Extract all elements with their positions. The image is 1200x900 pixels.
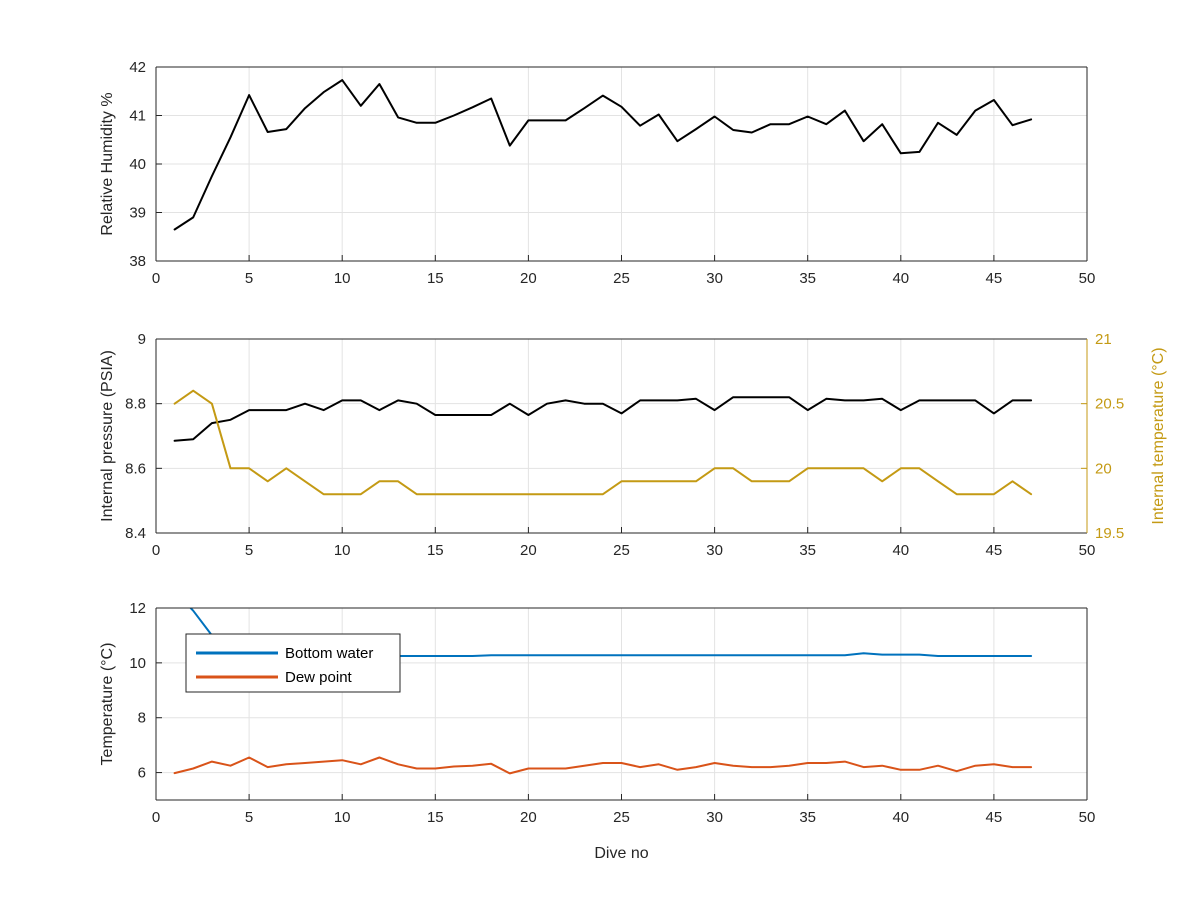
x-tick-label: 5 — [245, 542, 253, 559]
x-tick-label: 35 — [799, 542, 816, 559]
x-tick-label: 15 — [427, 542, 444, 559]
y-tick-label: 8.4 — [125, 525, 146, 542]
x-tick-label: 25 — [613, 270, 630, 287]
y-axis-label: Internal pressure (PSIA) — [99, 350, 116, 522]
x-tick-label: 45 — [986, 270, 1003, 287]
series-line-1 — [173, 79, 1033, 231]
y-right-tick-label: 19.5 — [1095, 525, 1124, 542]
y-right-tick-label: 21 — [1095, 331, 1112, 348]
series-line-dew-point — [173, 756, 1033, 775]
y-tick-label: 12 — [129, 600, 146, 617]
y-tick-label: 8 — [138, 710, 146, 727]
series-group — [173, 389, 1033, 496]
x-tick-label: 5 — [245, 270, 253, 287]
y-tick-label: 38 — [129, 253, 146, 270]
y-tick-label: 8.6 — [125, 460, 146, 477]
y-axis-label-right: Internal temperature (°C) — [1150, 347, 1167, 524]
x-tick-label: 15 — [427, 809, 444, 826]
x-tick-label: 15 — [427, 270, 444, 287]
series-line-1 — [173, 396, 1033, 442]
y-tick-label: 9 — [138, 331, 146, 348]
x-tick-label: 30 — [706, 270, 723, 287]
x-tick-label: 35 — [799, 270, 816, 287]
x-tick-label: 0 — [152, 270, 160, 287]
legend-label: Bottom water — [285, 645, 373, 662]
y-tick-label: 39 — [129, 205, 146, 222]
x-tick-label: 5 — [245, 809, 253, 826]
x-tick-label: 40 — [892, 542, 909, 559]
x-tick-label: 50 — [1079, 270, 1096, 287]
chart-panel-3: 0 5 10 15 20 25 30 35 40 45 50 6 8 10 12 Temperature (°… — [99, 600, 1096, 862]
y-right-tick-label: 20.5 — [1095, 396, 1124, 413]
x-tick-label: 10 — [334, 809, 351, 826]
y-tick-label: 6 — [138, 765, 146, 782]
x-axis-label: Dive no — [594, 845, 648, 862]
y-tick-label: 40 — [129, 156, 146, 173]
x-tick-label: 35 — [799, 809, 816, 826]
x-tick-label: 25 — [613, 809, 630, 826]
y-axis-label: Relative Humidity % — [99, 92, 116, 235]
legend-box — [185, 633, 401, 693]
chart-panel-2: 0 5 10 15 20 25 30 35 40 45 50 8.4 8.6 8.8 9 19.5 20 20.5… — [99, 331, 1167, 559]
x-tick-label: 20 — [520, 270, 537, 287]
y-tick-label: 41 — [129, 108, 146, 125]
x-tick-label: 50 — [1079, 542, 1096, 559]
x-tick-label: 30 — [706, 809, 723, 826]
x-tick-label: 10 — [334, 270, 351, 287]
x-tick-label: 20 — [520, 809, 537, 826]
x-tick-label: 25 — [613, 542, 630, 559]
chart-panel-1: 0 5 10 15 20 25 30 35 40 45 50 38 39 40 41 42 Relative H… — [99, 59, 1095, 287]
x-tick-label: 40 — [892, 809, 909, 826]
legend: Bottom water Dew point — [185, 633, 401, 693]
x-tick-label: 10 — [334, 542, 351, 559]
legend-label: Dew point — [285, 669, 353, 686]
x-tick-label: 0 — [152, 542, 160, 559]
y-right-tick-label: 20 — [1095, 460, 1112, 477]
y-tick-label: 42 — [129, 59, 146, 76]
x-tick-label: 50 — [1079, 809, 1096, 826]
y-axis-label: Temperature (°C) — [99, 643, 116, 766]
x-tick-label: 45 — [986, 542, 1003, 559]
series-line-2 — [173, 389, 1033, 496]
series-group — [173, 79, 1033, 231]
x-tick-label: 30 — [706, 542, 723, 559]
x-tick-label: 20 — [520, 542, 537, 559]
x-tick-label: 0 — [152, 809, 160, 826]
y-tick-label: 8.8 — [125, 396, 146, 413]
x-tick-label: 40 — [892, 270, 909, 287]
x-tick-label: 45 — [986, 809, 1003, 826]
y-tick-label: 10 — [129, 655, 146, 672]
